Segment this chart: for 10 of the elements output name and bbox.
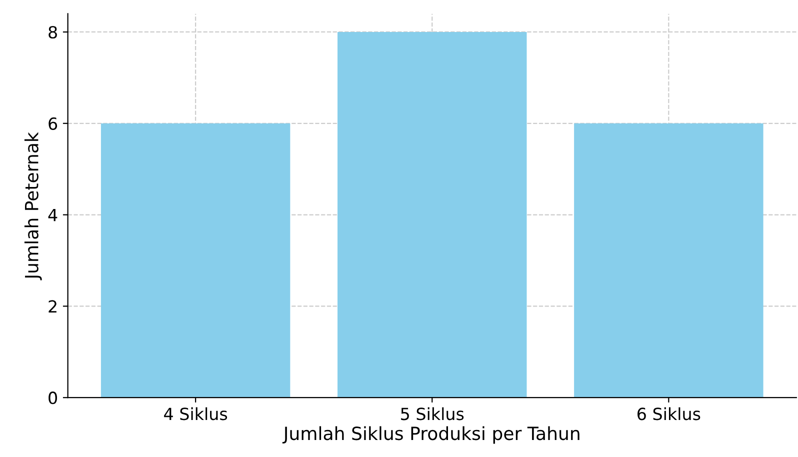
y-tick-label: 4 (48, 208, 58, 222)
x-tick-label: 5 Siklus (401, 407, 464, 420)
y-tick-label: 2 (48, 300, 56, 313)
y-tick-label: 6 (48, 117, 58, 130)
x-axis-title: Jumlah Siklus Produksi per Tahun (282, 426, 580, 444)
y-tick-label: 0 (48, 392, 57, 404)
x-tick-label: 6 Siklus (638, 407, 700, 420)
y-axis-title: Jumlah Peternak (24, 132, 42, 280)
x-tick-label: 4 Siklus (164, 407, 228, 420)
y-tick-label: 8 (48, 26, 57, 39)
